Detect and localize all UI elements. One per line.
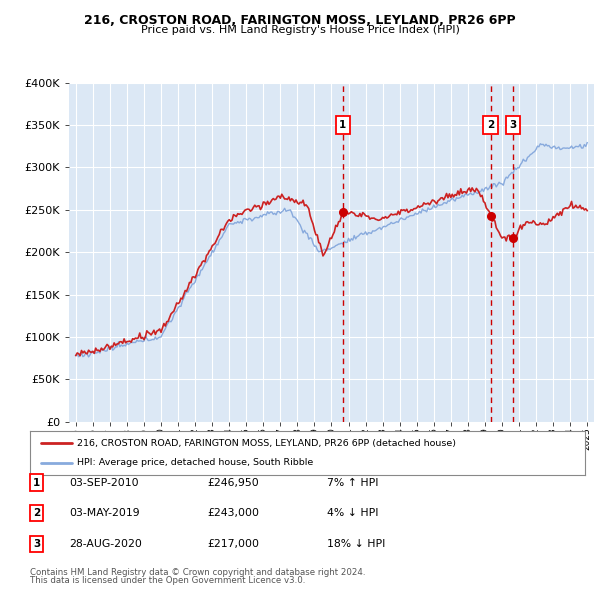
- Text: £243,000: £243,000: [207, 509, 259, 518]
- Text: 03-MAY-2019: 03-MAY-2019: [69, 509, 140, 518]
- Text: 03-SEP-2010: 03-SEP-2010: [69, 478, 139, 487]
- Text: £217,000: £217,000: [207, 539, 259, 549]
- Text: 3: 3: [33, 539, 40, 549]
- Text: HPI: Average price, detached house, South Ribble: HPI: Average price, detached house, Sout…: [77, 458, 313, 467]
- Text: 1: 1: [33, 478, 40, 487]
- Text: 4% ↓ HPI: 4% ↓ HPI: [327, 509, 379, 518]
- Text: 7% ↑ HPI: 7% ↑ HPI: [327, 478, 379, 487]
- Text: This data is licensed under the Open Government Licence v3.0.: This data is licensed under the Open Gov…: [30, 576, 305, 585]
- Text: 2: 2: [33, 509, 40, 518]
- Text: 2: 2: [487, 120, 494, 130]
- Text: Price paid vs. HM Land Registry's House Price Index (HPI): Price paid vs. HM Land Registry's House …: [140, 25, 460, 35]
- Text: 1: 1: [339, 120, 347, 130]
- Text: £246,950: £246,950: [207, 478, 259, 487]
- Text: 3: 3: [509, 120, 517, 130]
- Text: 216, CROSTON ROAD, FARINGTON MOSS, LEYLAND, PR26 6PP: 216, CROSTON ROAD, FARINGTON MOSS, LEYLA…: [84, 14, 516, 27]
- Text: 18% ↓ HPI: 18% ↓ HPI: [327, 539, 385, 549]
- Text: 216, CROSTON ROAD, FARINGTON MOSS, LEYLAND, PR26 6PP (detached house): 216, CROSTON ROAD, FARINGTON MOSS, LEYLA…: [77, 438, 456, 448]
- Text: 28-AUG-2020: 28-AUG-2020: [69, 539, 142, 549]
- Text: Contains HM Land Registry data © Crown copyright and database right 2024.: Contains HM Land Registry data © Crown c…: [30, 568, 365, 577]
